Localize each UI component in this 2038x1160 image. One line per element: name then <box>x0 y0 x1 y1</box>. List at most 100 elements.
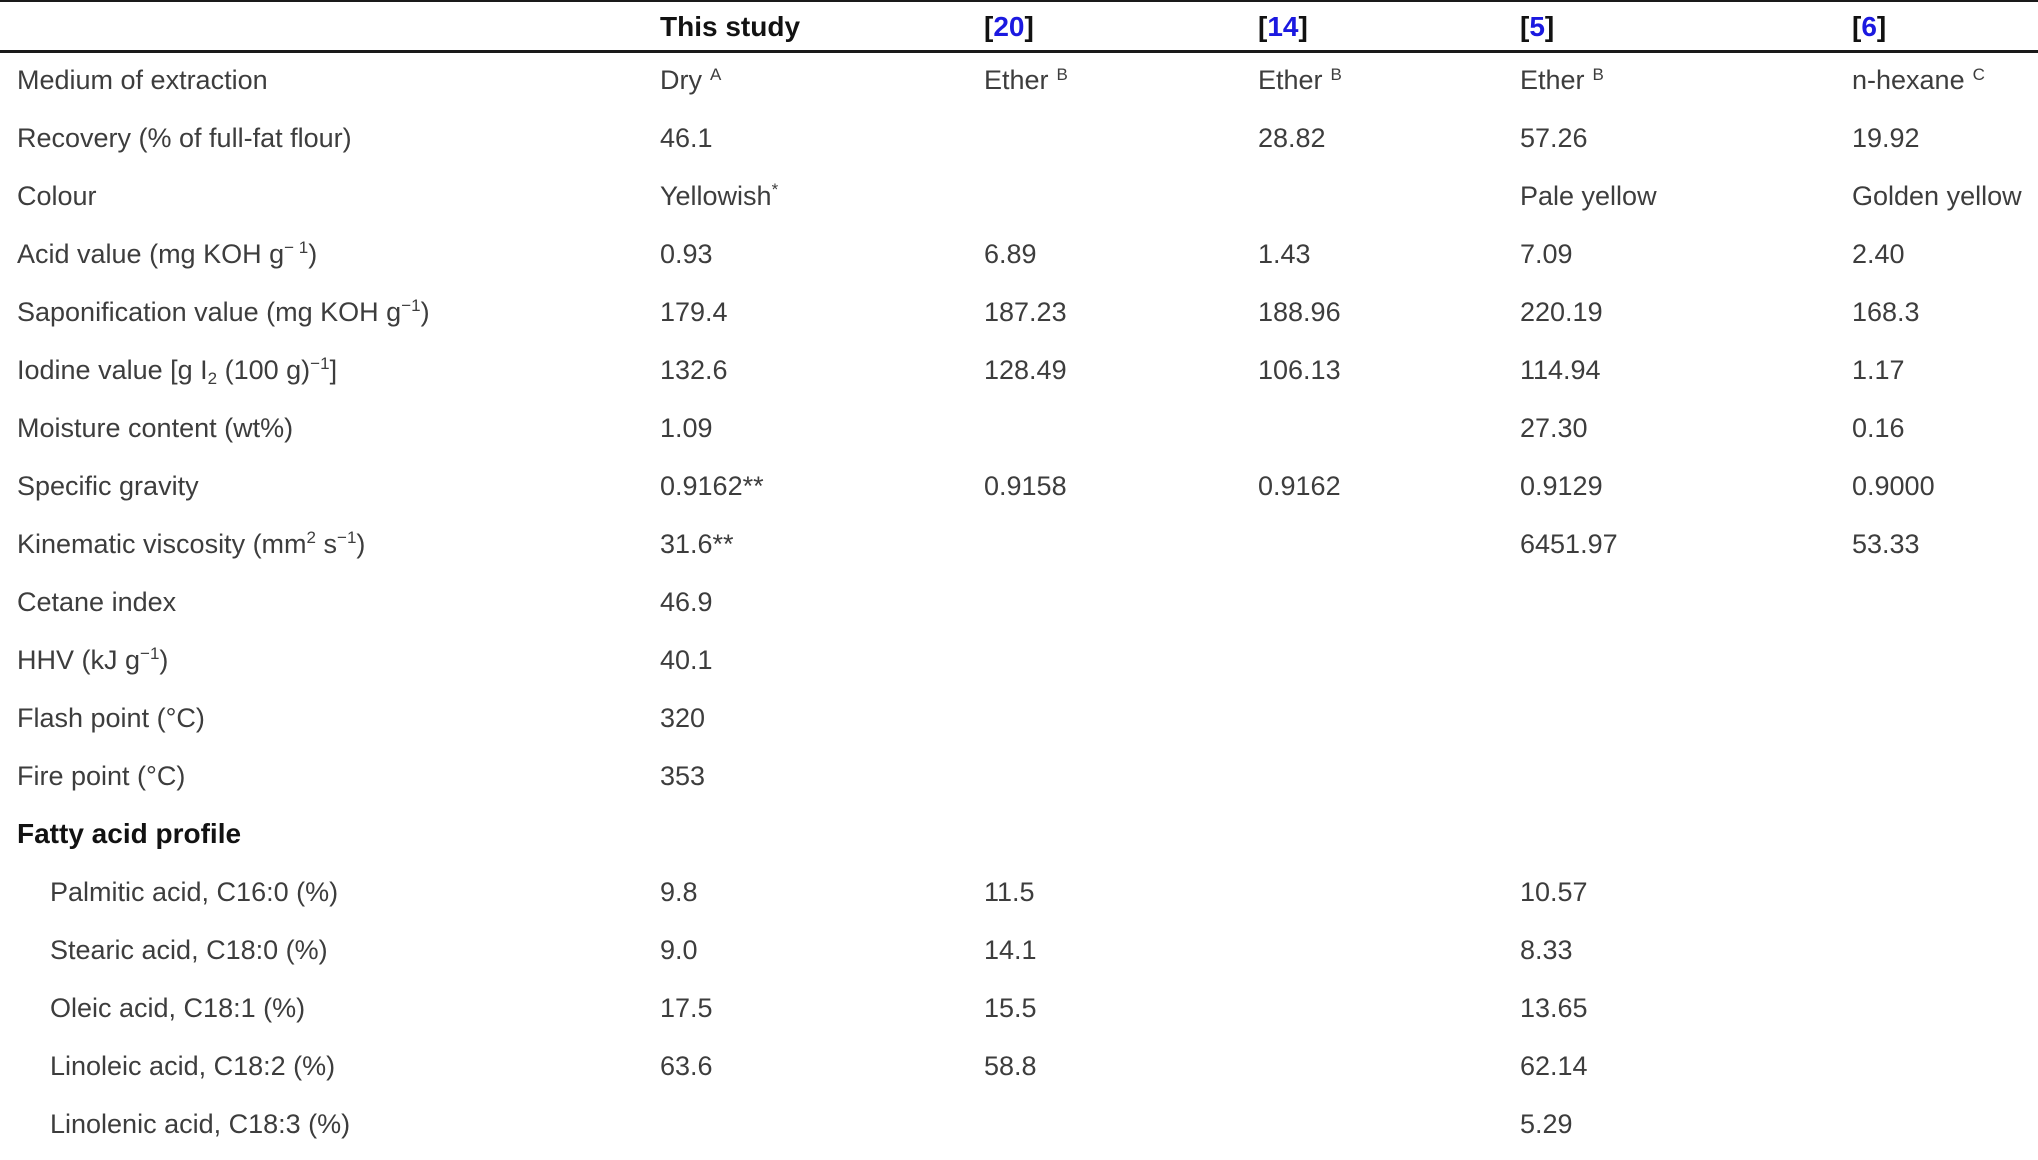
table-row: HHV (kJ g−1) 40.1 <box>0 631 2038 689</box>
table-header-row: This study [20] [14] [5] [6] <box>0 2 2038 53</box>
table-row: Saponification value (mg KOH g−1) 179.4 18… <box>0 283 2038 341</box>
cell-ref_6 <box>1852 979 2038 1037</box>
row-label: Medium of extraction <box>17 65 268 96</box>
cell-ref_14: 188.96 <box>1258 296 1341 327</box>
cell-ref_14 <box>1258 1037 1520 1095</box>
reference-link-20[interactable]: 20 <box>993 10 1025 42</box>
cell-this_study: 1.09 <box>660 412 713 443</box>
column-header-ref_5: [5] <box>1520 2 1852 53</box>
cell-ref_20 <box>984 573 1258 631</box>
cell-ref_5: 8.33 <box>1520 934 1573 965</box>
cell-ref_14 <box>1258 805 1520 863</box>
cell-ref_14: 0.9162 <box>1258 470 1341 501</box>
cell-ref_5 <box>1520 747 1852 805</box>
column-header-ref_14: [14] <box>1258 2 1520 53</box>
cell-this_study: 9.8 <box>660 876 698 907</box>
superscript-text: −1 <box>337 528 357 548</box>
table-body: Medium of extraction Dry A Ether B Ether B Ethe… <box>0 51 2038 1153</box>
reference-link-14[interactable]: 14 <box>1267 10 1299 42</box>
cell-ref_5 <box>1520 805 1852 863</box>
cell-ref_14: 106.13 <box>1258 354 1341 385</box>
cell-ref_5: Pale yellow <box>1520 180 1657 211</box>
cell-ref_5: 13.65 <box>1520 992 1588 1023</box>
superscript-marker: A <box>710 64 722 84</box>
cell-ref_5 <box>1520 689 1852 747</box>
cell-ref_5: Ether B <box>1520 64 1604 96</box>
cell-ref_20: 128.49 <box>984 354 1067 385</box>
cell-ref_20: Ether B <box>984 64 1068 96</box>
cell-ref_6: 0.16 <box>1852 412 1905 443</box>
superscript-marker: * <box>771 180 779 200</box>
table-row: Oleic acid, C18:1 (%) 17.5 15.5 13.65 <box>0 979 2038 1037</box>
cell-ref_5: 62.14 <box>1520 1050 1588 1081</box>
subscript-text: 2 <box>207 368 218 388</box>
cell-ref_20 <box>984 805 1258 863</box>
cell-ref_6: 2.40 <box>1852 238 1905 269</box>
cell-this_study: 0.93 <box>660 238 713 269</box>
cell-this_study: 353 <box>660 760 706 791</box>
table-row: Flash point (°C) 320 <box>0 689 2038 747</box>
cell-ref_14 <box>1258 399 1520 457</box>
cell-this_study: 46.1 <box>660 122 713 153</box>
cell-ref_6: 53.33 <box>1852 528 1920 559</box>
cell-ref_6 <box>1852 921 2038 979</box>
cell-ref_6 <box>1852 863 2038 921</box>
row-label: Fatty acid profile <box>17 818 242 849</box>
ref-bracket-open: [ <box>984 10 994 42</box>
cell-ref_20 <box>984 515 1258 573</box>
cell-ref_20: 15.5 <box>984 992 1037 1023</box>
superscript-text: 2 <box>306 528 317 548</box>
cell-ref_6 <box>1852 1095 2038 1153</box>
superscript-text: −1 <box>401 296 421 316</box>
row-label: Specific gravity <box>17 470 199 501</box>
cell-ref_20: 11.5 <box>984 876 1035 907</box>
table-row: Iodine value [g I2 (100 g)−1] 132.6 128.49… <box>0 341 2038 399</box>
ref-bracket-open: [ <box>1852 10 1862 42</box>
cell-this_study <box>660 1095 984 1153</box>
row-label: Acid value (mg KOH g− 1) <box>17 238 318 269</box>
reference-link-6[interactable]: 6 <box>1861 10 1877 42</box>
cell-ref_6: 168.3 <box>1852 296 1920 327</box>
cell-ref_14: Ether B <box>1258 64 1342 96</box>
cell-ref_14 <box>1258 515 1520 573</box>
cell-ref_20: 6.89 <box>984 238 1037 269</box>
cell-ref_20 <box>984 747 1258 805</box>
cell-ref_14 <box>1258 167 1520 225</box>
row-label: Cetane index <box>17 586 177 617</box>
superscript-text: −1 <box>140 644 160 664</box>
table-row: Stearic acid, C18:0 (%) 9.0 14.1 8.33 <box>0 921 2038 979</box>
cell-ref_6: 1.17 <box>1852 354 1905 385</box>
ref-bracket-close: ] <box>1876 10 1887 42</box>
cell-ref_20 <box>984 1095 1258 1153</box>
cell-this_study: 17.5 <box>660 992 713 1023</box>
cell-ref_5: 0.9129 <box>1520 470 1603 501</box>
column-header-this_study: This study <box>660 2 984 53</box>
table-row: Colour Yellowish* Pale yellow Golden yellow <box>0 167 2038 225</box>
row-label: Linoleic acid, C18:2 (%) <box>50 1050 336 1081</box>
cell-ref_14 <box>1258 863 1520 921</box>
cell-ref_6: Golden yellow <box>1852 180 2022 211</box>
table-row: Recovery (% of full-fat flour) 46.1 28.82 5… <box>0 109 2038 167</box>
superscript-marker: B <box>1330 64 1342 84</box>
column-header-ref_20: [20] <box>984 2 1258 53</box>
cell-ref_14: 1.43 <box>1258 238 1311 269</box>
cell-this_study: 63.6 <box>660 1050 713 1081</box>
row-label: Saponification value (mg KOH g−1) <box>17 296 430 327</box>
reference-link-5[interactable]: 5 <box>1529 10 1545 42</box>
row-label: Flash point (°C) <box>17 702 205 733</box>
cell-this_study: Dry A <box>660 64 722 96</box>
cell-ref_14 <box>1258 689 1520 747</box>
cell-ref_14 <box>1258 747 1520 805</box>
cell-ref_6 <box>1852 1037 2038 1095</box>
cell-ref_5 <box>1520 573 1852 631</box>
cell-this_study <box>660 805 984 863</box>
superscript-marker: C <box>1972 64 1985 84</box>
row-label: HHV (kJ g−1) <box>17 644 169 675</box>
cell-ref_20: 14.1 <box>984 934 1037 965</box>
ref-bracket-open: [ <box>1520 10 1530 42</box>
cell-ref_6 <box>1852 689 2038 747</box>
cell-ref_6 <box>1852 573 2038 631</box>
table-row: Fatty acid profile <box>0 805 2038 863</box>
cell-ref_20 <box>984 631 1258 689</box>
cell-ref_6 <box>1852 747 2038 805</box>
